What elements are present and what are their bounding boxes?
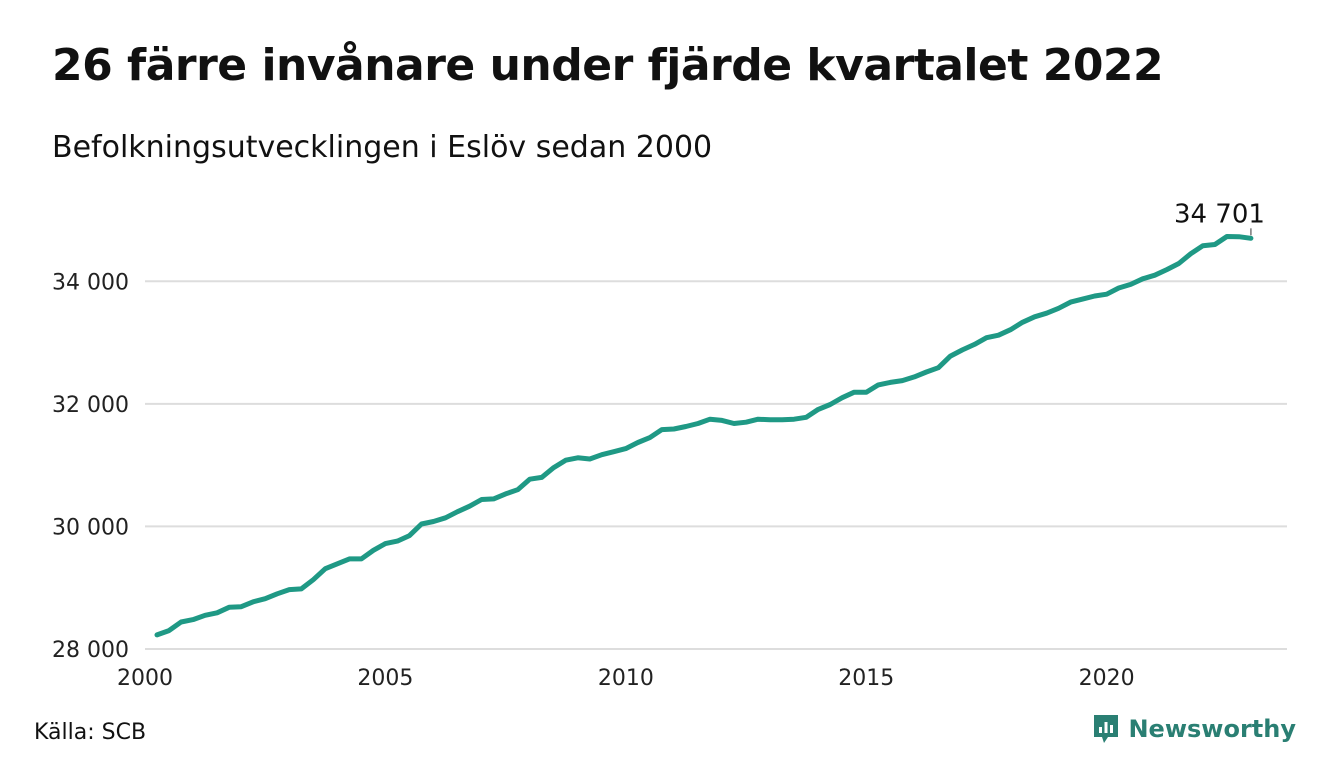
brand-logo[interactable]: Newsworthy: [1092, 713, 1296, 745]
x-tick-label: 2020: [1079, 666, 1135, 691]
x-tick-label: 2005: [357, 666, 413, 691]
end-value-label: 34 701: [1174, 199, 1265, 229]
y-tick-label: 30 000: [52, 515, 129, 540]
y-tick-label: 34 000: [52, 270, 129, 295]
x-tick-label: 2015: [838, 666, 894, 691]
y-tick-label: 28 000: [52, 638, 129, 663]
y-tick-label: 32 000: [52, 393, 129, 418]
x-tick-label: 2000: [117, 666, 173, 691]
source-note: Källa: SCB: [34, 720, 147, 745]
newsworthy-logo-icon: [1094, 715, 1119, 743]
chart-title: 26 färre invånare under fjärde kvartalet…: [52, 40, 1164, 91]
population-series-line: [154, 234, 1254, 638]
chart-subtitle: Befolkningsutvecklingen i Eslöv sedan 20…: [52, 130, 713, 165]
x-tick-label: 2010: [598, 666, 654, 691]
brand-name: Newsworthy: [1128, 715, 1296, 743]
